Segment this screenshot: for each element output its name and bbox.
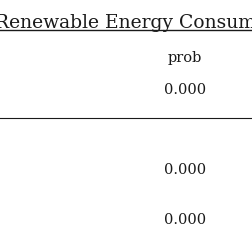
Text: 0.000: 0.000 <box>164 163 206 177</box>
Text: Renewable Energy Consum: Renewable Energy Consum <box>0 14 252 32</box>
Text: 0.000: 0.000 <box>164 213 206 227</box>
Text: prob: prob <box>168 51 202 65</box>
Text: 0.000: 0.000 <box>164 83 206 97</box>
